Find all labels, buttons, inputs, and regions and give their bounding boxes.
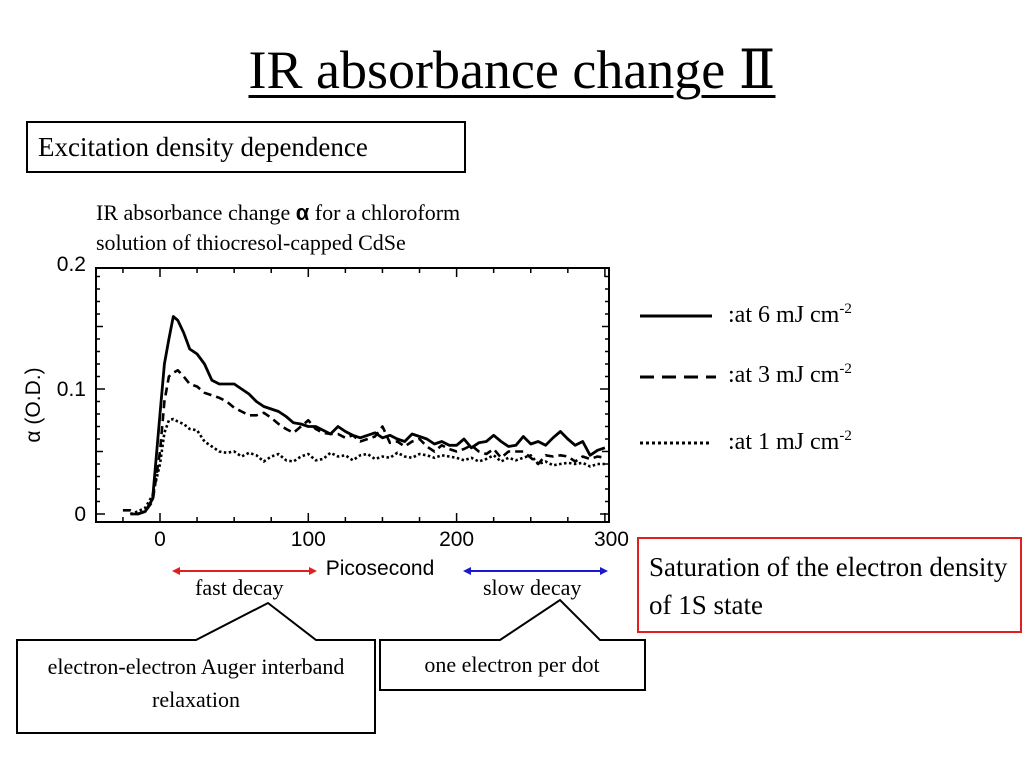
y-axis-title: α (O.D.) [22, 367, 45, 442]
series-line-dashed [122, 368, 606, 516]
y-tick-label: 0.1 [57, 378, 86, 401]
chart-caption: IR absorbance change α for a chloroform … [96, 198, 596, 258]
caption-line2: solution of thiocresol-capped CdSe [96, 230, 406, 255]
legend-entry-3mj: :at 3 mJ cm-2 [728, 361, 852, 389]
legend-sup-1mj: -2 [839, 428, 852, 444]
y-tick-label: 0 [74, 503, 86, 526]
y-tick-label: 0.2 [57, 253, 86, 276]
fast-decay-label: fast decay [195, 575, 284, 600]
x-tick-label: 0 [154, 528, 166, 551]
section-label-box: Excitation density dependence [26, 121, 466, 173]
legend-label-6mj: :at 6 mJ cm [728, 302, 840, 328]
x-tick-label: 300 [594, 528, 629, 551]
saturation-note-box: Saturation of the electron density of 1S… [637, 537, 1022, 633]
auger-callout-text: electron-electron Auger interband relaxa… [47, 654, 345, 712]
one-electron-callout-text: one electron per dot [424, 652, 600, 677]
slow-decay-label: slow decay [483, 575, 582, 600]
x-tick-label: 100 [291, 528, 326, 551]
plot-frame [95, 267, 610, 523]
series-line-dotted [129, 417, 605, 516]
section-label: Excitation density dependence [38, 132, 368, 162]
data-series [122, 315, 606, 516]
one-electron-callout-box [379, 598, 646, 691]
saturation-note: Saturation of the electron density of 1S… [649, 552, 1008, 620]
legend-label-1mj: :at 1 mJ cm [728, 429, 840, 455]
caption-line1-end: for a chloroform [309, 200, 461, 225]
slide-title-text: IR absorbance change Ⅱ [248, 40, 776, 100]
legend-sup-3mj: -2 [839, 361, 852, 377]
caption-alpha-symbol: α [295, 200, 310, 225]
legend-label-3mj: :at 3 mJ cm [728, 362, 840, 388]
caption-line1-start: IR absorbance change [96, 200, 296, 225]
x-tick-label: 200 [439, 528, 474, 551]
x-axis-title: Picosecond [326, 557, 435, 580]
series-line-solid [130, 315, 606, 516]
legend-entry-6mj: :at 6 mJ cm-2 [728, 301, 852, 329]
slide-title: IR absorbance change Ⅱ [0, 38, 1024, 102]
auger-callout-box [16, 601, 376, 734]
legend-entry-1mj: :at 1 mJ cm-2 [728, 428, 852, 456]
axis-ticks [96, 268, 609, 522]
legend-sup-6mj: -2 [839, 301, 852, 317]
tick-labels: 0 100 200 300 0 0.1 0.2 [57, 253, 629, 551]
